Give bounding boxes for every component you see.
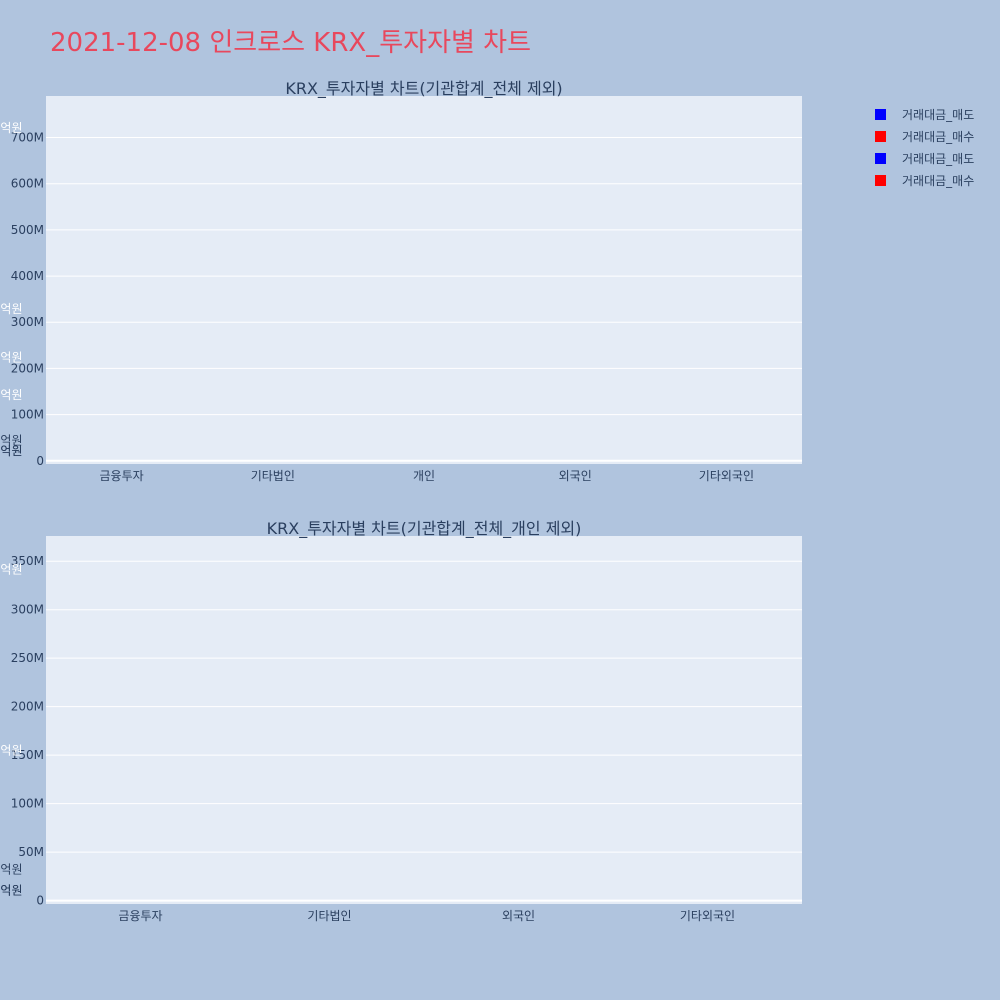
legend-label: 거래대금_매도	[902, 107, 975, 122]
y-tick-label: 500M	[11, 223, 44, 237]
y-tick-label: 150M	[11, 748, 44, 762]
y-tick-label: 50M	[18, 845, 44, 859]
chart-title: KRX_투자자별 차트(기관합계_전체_개인 제외)	[267, 519, 582, 539]
legend-item[interactable]: 거래대금_매도	[875, 148, 974, 168]
chart-title: KRX_투자자별 차트(기관합계_전체 제외)	[285, 79, 562, 99]
legend-item[interactable]: 거래대금_매수	[875, 170, 974, 190]
data-label: 0.0 억원	[0, 444, 22, 458]
y-tick-label: 400M	[11, 269, 44, 283]
legend-label: 거래대금_매도	[902, 151, 975, 166]
data-label: 0.0 억원	[0, 884, 22, 898]
legend-label: 거래대금_매수	[902, 129, 975, 144]
legend-swatch	[875, 174, 886, 186]
y-tick-label: 700M	[11, 131, 44, 145]
page-title: 2021-12-08 인크로스 KRX_투자자별 차트	[50, 28, 532, 58]
x-tick-label: 금융투자	[118, 909, 162, 923]
legend-swatch	[875, 152, 886, 164]
legend-swatch	[875, 108, 886, 120]
y-tick-label: 100M	[11, 797, 44, 811]
y-tick-label: 350M	[11, 554, 44, 568]
data-label: 7.5 억원	[0, 121, 22, 135]
legend-item[interactable]: 거래대금_매도	[875, 104, 974, 124]
chart-2: 0 50M 100M 150M 200M 250M 300M 350M KRX_투자자별 차트(…	[0, 519, 802, 923]
data-label: 1.7 억원	[0, 388, 22, 402]
y-tick-label: 200M	[11, 700, 44, 714]
y-tick-label: 0	[36, 894, 44, 908]
x-tick-label: 외국인	[559, 469, 592, 483]
plot-area	[46, 536, 802, 904]
data-label: 2.5 억원	[0, 350, 22, 364]
y-tick-label: 600M	[11, 177, 44, 191]
data-label: 0.2 억원	[0, 434, 22, 448]
y-tick-label: 300M	[11, 315, 44, 329]
data-label: 1.7 억원	[0, 744, 22, 758]
y-tick-label: 300M	[11, 603, 44, 617]
data-label: 3.5 억원	[0, 562, 22, 576]
x-tick-label: 기타외국인	[680, 909, 735, 923]
x-tick-label: 기타법인	[307, 909, 351, 923]
legend[interactable]: 거래대금_매도 거래대금_매수 거래대금_매도 거래대금_매수	[875, 104, 974, 192]
legend-label: 거래대금_매수	[902, 173, 975, 188]
data-label: 0.0 억원	[0, 444, 22, 458]
plot-area	[46, 96, 802, 464]
data-label: 3.5 억원	[0, 302, 22, 316]
x-tick-label: 기타법인	[251, 469, 295, 483]
legend-swatch	[875, 130, 886, 142]
data-label: 0.2 억원	[0, 862, 22, 876]
y-tick-label: 0	[36, 454, 44, 468]
y-tick-label: 200M	[11, 361, 44, 375]
x-tick-label: 개인	[413, 469, 435, 483]
chart-1: 0 100M 200M 300M 400M 500M 600M 700M KRX_투자자별 차트…	[0, 79, 802, 483]
x-tick-label: 기타외국인	[699, 469, 754, 483]
data-label: 0.0 억원	[0, 884, 22, 898]
legend-item[interactable]: 거래대금_매수	[875, 126, 974, 146]
y-tick-label: 100M	[11, 408, 44, 422]
x-tick-label: 금융투자	[100, 469, 144, 483]
y-tick-label: 250M	[11, 651, 44, 665]
x-tick-label: 외국인	[502, 909, 535, 923]
